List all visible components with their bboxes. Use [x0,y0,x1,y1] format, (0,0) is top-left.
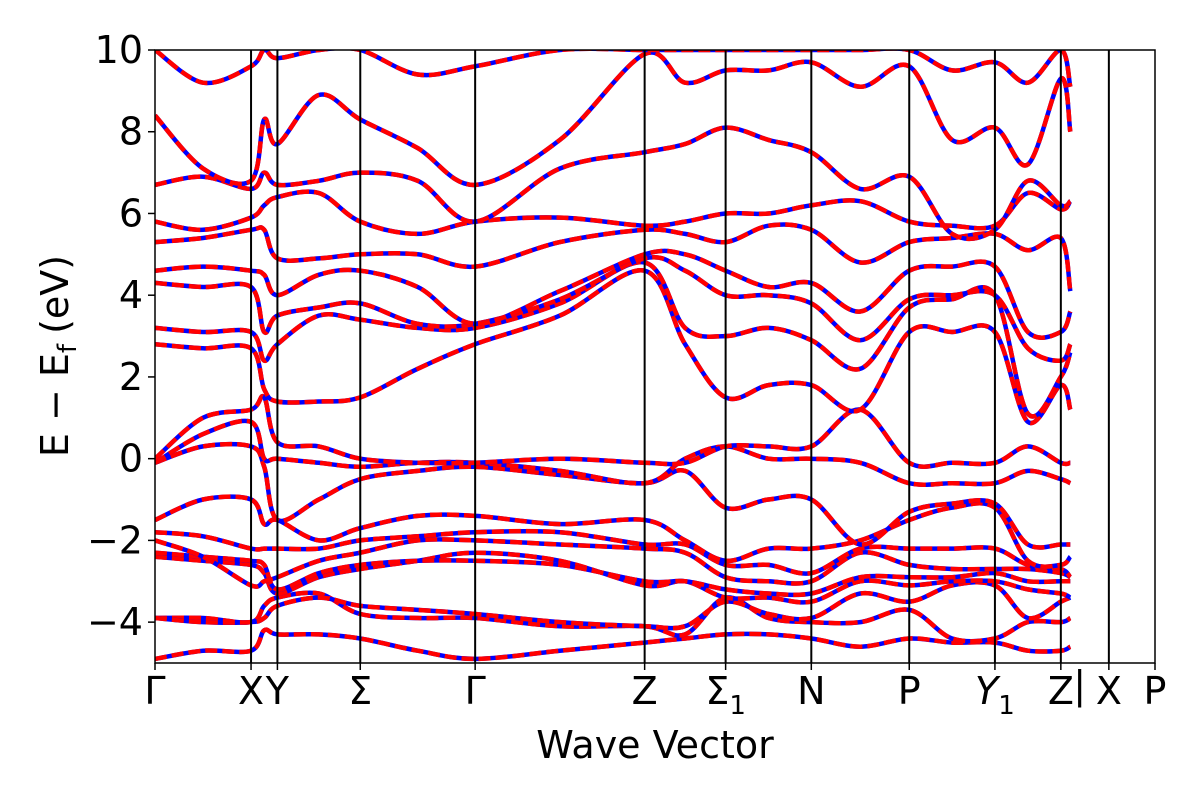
band-line-dashed [155,50,1073,188]
y-tick-label: 6 [119,191,143,235]
band-line-solid [155,393,1071,469]
band-line-dashed [155,494,1073,569]
band-line-solid [155,528,1073,579]
x-tick-label: Γ [144,669,165,713]
y-tick-label: 0 [119,437,143,481]
band-line-solid [155,50,1073,188]
band-line-solid [155,189,1073,237]
high-symmetry-lines [250,50,1110,663]
x-tick-label: N [797,669,825,713]
band-line-solid [155,260,1073,419]
band-line-dashed [155,418,1072,487]
band-lines [155,50,1073,662]
x-tick-label: Y [265,669,290,713]
x-tick-label: Z [632,669,658,713]
y-tick-label: −2 [87,518,143,562]
band-line-dashed [155,393,1071,469]
band-line-dashed [155,550,1072,605]
y-axis-title-unit: (eV) [33,255,77,334]
band-line-dashed [155,255,1073,363]
band-line-solid [155,627,1072,662]
band-line-dashed [155,50,1073,88]
path-break-marker: | [1073,663,1086,708]
x-tick-label: P [898,669,921,713]
x-tick-label: P [1144,669,1167,713]
x-tick-label: X [238,669,264,713]
plot-frame [154,49,1156,664]
x-tick-label: Σ1 [705,669,746,721]
band-line-dashed [155,260,1073,419]
y-tick-label: 4 [119,273,143,317]
x-axis-title: Wave Vector [536,723,774,767]
band-line-dashed [155,537,1072,589]
band-line-dashed [155,222,1073,292]
x-tick-label: X [1096,669,1122,713]
x-tick-label: Z [1048,669,1074,713]
y-axis-title: E − Ef (eV) [33,255,83,457]
x-tick-label: Y1 [975,669,1015,721]
band-line-solid [155,418,1072,487]
x-tick-label: Γ [465,669,486,713]
y-tick-label: 8 [119,110,143,154]
y-tick-label: −4 [87,600,143,644]
band-line-dashed [155,125,1072,242]
y-tick-label: 2 [119,355,143,399]
band-line-dashed [155,268,1073,426]
band-line-dashed [155,189,1073,237]
x-axis-ticks: Γ X Y Σ Γ Z Σ1 N P Y1 Z | X P [144,663,1166,721]
x-tick-label: Σ [348,669,372,713]
band-line-dashed [155,248,1073,340]
y-axis-title-main: E − E [33,353,77,457]
y-tick-label: 10 [95,28,143,72]
y-axis-title-sub: f [53,343,83,353]
band-line-dashed [155,579,1072,631]
y-axis-ticks: −4 −2 0 2 4 6 8 10 [87,28,155,644]
